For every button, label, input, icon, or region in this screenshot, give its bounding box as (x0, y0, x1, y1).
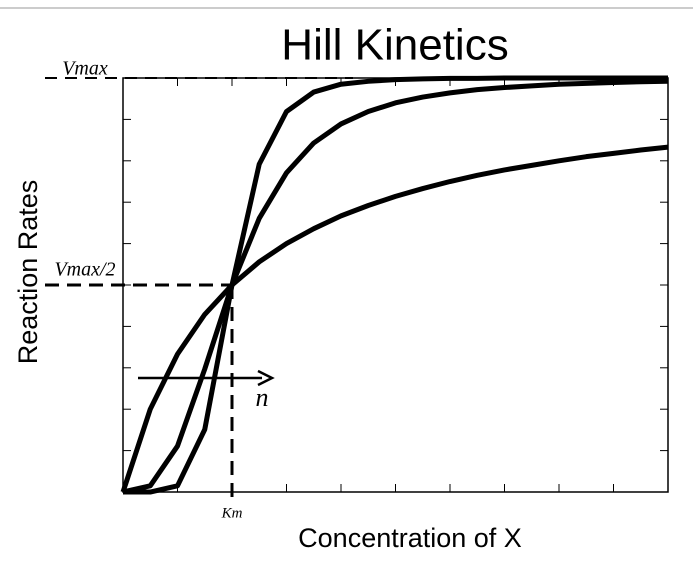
curve (122, 78, 669, 495)
y-axis-label: Reaction Rates (13, 180, 43, 365)
annotation: n (256, 383, 269, 412)
arrow-head (257, 369, 275, 387)
curve (120, 144, 669, 493)
chart-title: Hill Kinetics (281, 21, 508, 70)
x-axis-label: Concentration of X (298, 523, 522, 553)
y-tick-label: Vmax (62, 58, 108, 80)
x-tick-label: Km (221, 505, 243, 521)
curve (123, 75, 668, 495)
y-tick-label: Vmax/2 (54, 259, 115, 281)
